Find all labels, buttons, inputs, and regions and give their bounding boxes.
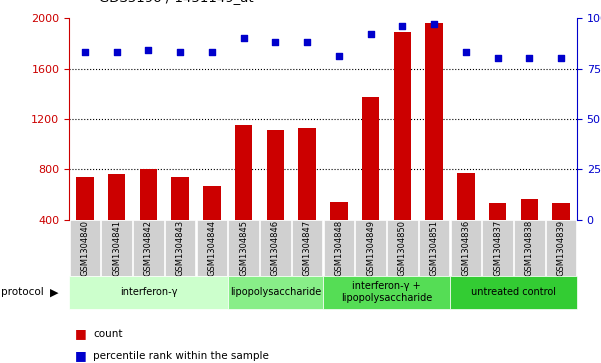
Point [525, 56, 534, 61]
Point [270, 40, 280, 45]
Text: count: count [93, 329, 123, 339]
Text: GSM1304849: GSM1304849 [366, 220, 375, 276]
Text: GSM1304840: GSM1304840 [81, 220, 90, 276]
Bar [483, 220, 513, 276]
Text: GSM1304847: GSM1304847 [303, 220, 312, 276]
Bar [133, 220, 163, 276]
Text: ■: ■ [75, 349, 87, 362]
Bar [102, 220, 132, 276]
Bar [267, 130, 284, 270]
Bar [362, 98, 379, 270]
Bar [520, 199, 538, 270]
Bar [70, 220, 100, 276]
Text: GSM1304845: GSM1304845 [239, 220, 248, 276]
Bar [108, 174, 126, 270]
Bar [323, 276, 450, 309]
Bar [140, 169, 157, 270]
Bar [419, 220, 450, 276]
Text: GSM1304844: GSM1304844 [207, 220, 216, 276]
Text: GSM1304846: GSM1304846 [271, 220, 280, 276]
Text: protocol: protocol [1, 287, 44, 297]
Bar [292, 220, 322, 276]
Text: GSM1304848: GSM1304848 [334, 220, 343, 276]
Text: interferon-γ +
lipopolysaccharide: interferon-γ + lipopolysaccharide [341, 281, 432, 303]
Text: GSM1304839: GSM1304839 [557, 220, 566, 276]
Text: GSM1304850: GSM1304850 [398, 220, 407, 276]
Bar [394, 32, 411, 270]
Text: GSM1304843: GSM1304843 [175, 220, 185, 276]
Point [557, 56, 566, 61]
Bar [552, 203, 570, 270]
Bar [489, 203, 506, 270]
Text: GSM1304838: GSM1304838 [525, 220, 534, 276]
Text: GSM1304851: GSM1304851 [430, 220, 439, 276]
Bar [235, 125, 252, 270]
Text: ■: ■ [75, 327, 87, 340]
Bar [197, 220, 227, 276]
Bar [260, 220, 291, 276]
Text: percentile rank within the sample: percentile rank within the sample [93, 351, 269, 361]
Point [207, 49, 217, 55]
Bar [324, 220, 354, 276]
Point [175, 49, 185, 55]
Bar [546, 220, 576, 276]
Bar [355, 220, 386, 276]
Bar [69, 276, 228, 309]
Bar [450, 276, 577, 309]
Text: GSM1304836: GSM1304836 [462, 220, 471, 276]
Bar [228, 220, 259, 276]
Point [493, 56, 502, 61]
Point [398, 23, 407, 29]
Bar [330, 202, 347, 270]
Point [302, 40, 312, 45]
Bar [165, 220, 195, 276]
Bar [228, 276, 323, 309]
Point [112, 49, 121, 55]
Text: untreated control: untreated control [471, 287, 556, 297]
Point [80, 49, 90, 55]
Bar [457, 173, 475, 270]
Text: ▶: ▶ [50, 287, 58, 297]
Text: GDS5196 / 1451149_at: GDS5196 / 1451149_at [99, 0, 254, 4]
Bar [426, 23, 443, 270]
Text: lipopolysaccharide: lipopolysaccharide [230, 287, 321, 297]
Point [239, 35, 248, 41]
Text: GSM1304841: GSM1304841 [112, 220, 121, 276]
Text: interferon-γ: interferon-γ [120, 287, 177, 297]
Bar [451, 220, 481, 276]
Bar [299, 128, 316, 270]
Point [144, 48, 153, 53]
Point [429, 21, 439, 27]
Bar [203, 185, 221, 270]
Point [334, 53, 344, 59]
Bar [514, 220, 545, 276]
Bar [76, 177, 94, 270]
Point [366, 31, 376, 37]
Bar [171, 177, 189, 270]
Text: GSM1304837: GSM1304837 [493, 220, 502, 276]
Bar [387, 220, 418, 276]
Point [461, 49, 471, 55]
Text: GSM1304842: GSM1304842 [144, 220, 153, 276]
